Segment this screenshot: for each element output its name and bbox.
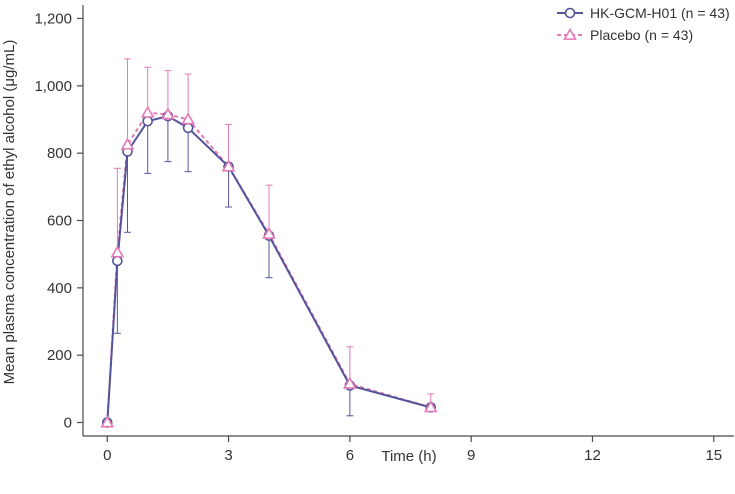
x-tick-label: 12	[584, 447, 601, 464]
data-point-placebo	[161, 107, 175, 120]
data-point-placebo	[342, 376, 357, 389]
x-axis-label: Time (h)	[381, 448, 436, 465]
y-tick-label: 0	[64, 415, 72, 432]
x-tick-label: 6	[346, 447, 354, 464]
y-tick-label: 400	[47, 280, 72, 297]
legend-marker	[564, 7, 576, 19]
y-tick-label: 800	[47, 145, 72, 162]
data-point-placebo	[423, 400, 438, 413]
y-tick-label: 200	[47, 347, 72, 364]
x-tick-label: 9	[467, 447, 475, 464]
data-point-placebo	[110, 245, 125, 258]
data-point-placebo	[100, 415, 115, 428]
data-point-placebo	[181, 112, 196, 125]
legend-marker	[563, 27, 577, 40]
data-point-hk-gcm-h01	[142, 115, 153, 127]
y-tick-label: 1,000	[34, 78, 72, 95]
legend-label: Placebo (n = 43)	[590, 27, 693, 43]
x-tick-label: 3	[224, 447, 232, 464]
data-point-placebo	[140, 105, 155, 118]
y-tick-label: 1,200	[34, 10, 72, 27]
y-axis-label: Mean plasma concentration of ethyl alcoh…	[1, 40, 18, 385]
y-tick-label: 600	[47, 213, 72, 230]
data-point-placebo	[262, 226, 276, 239]
series-layer	[100, 105, 438, 428]
legend-label: HK-GCM-H01 (n = 43)	[590, 5, 730, 21]
data-point-placebo	[120, 137, 135, 150]
data-point-hk-gcm-h01	[182, 122, 194, 134]
x-tick-label: 15	[705, 447, 722, 464]
series-line-hk-gcm-h01	[106, 115, 431, 423]
axes-layer: 0 200 400 600 800 1,000 1,200 0 3 6 9 12 15	[34, 5, 734, 464]
data-point-hk-gcm-h01	[112, 255, 123, 267]
legend: HK-GCM-H01 (n = 43) Placebo (n = 43)	[557, 5, 730, 43]
data-point-placebo	[221, 159, 236, 172]
x-tick-label: 0	[103, 447, 111, 464]
